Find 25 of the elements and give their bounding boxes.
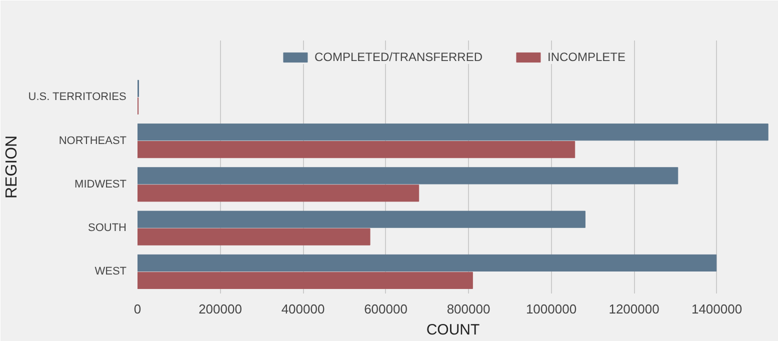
bar	[138, 167, 678, 184]
x-tick-label: 1000000	[526, 302, 577, 316]
x-tick-label: 400000	[281, 302, 325, 316]
y-tick-label: U.S. TERRITORIES	[28, 91, 126, 104]
y-tick-label: SOUTH	[88, 222, 127, 234]
bar	[138, 228, 370, 246]
x-tick-label: 1400000	[691, 302, 742, 316]
y-tick-label: WEST	[94, 266, 127, 278]
bar	[138, 184, 420, 202]
y-axis-title: REGION	[3, 135, 20, 199]
x-axis-title: COUNT	[426, 322, 480, 338]
legend-label: COMPLETED/TRANSFERRED	[314, 50, 483, 64]
bar	[138, 124, 768, 141]
bar	[138, 254, 717, 272]
x-tick-label: 800000	[446, 302, 490, 316]
y-tick-label: MIDWEST	[74, 178, 127, 190]
y-tick-label: NORTHEAST	[58, 134, 127, 147]
legend-label: INCOMPLETE	[548, 50, 626, 64]
x-tick-label: 200000	[198, 302, 242, 316]
x-tick-label: 600000	[364, 302, 408, 316]
bar	[138, 210, 586, 228]
bar	[138, 141, 576, 158]
bar	[138, 272, 473, 289]
x-tick-label: 0	[134, 302, 142, 316]
x-tick-label: 1200000	[608, 302, 660, 316]
